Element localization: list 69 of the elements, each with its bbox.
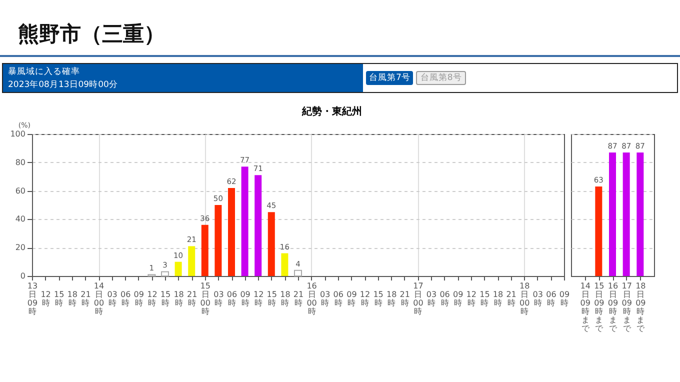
x-tick-label: 21時 [506,290,516,308]
x-tick-label: 18日09時まで [636,282,646,333]
x-tick-label: 21時 [80,290,91,308]
x-tick-label: 03時 [426,290,437,308]
x-tick-label: 21時 [187,290,198,308]
x-tick-label: 15日00時 [200,282,210,316]
y-tick-label: 100 [10,130,26,138]
x-tick-label: 09時 [134,290,144,308]
x-tick-label: 03時 [320,290,330,308]
text: 熊野市（三重） [18,21,165,48]
x-tick-label: 13日09時 [27,282,38,316]
x-tick-label: 21時 [293,290,304,308]
chart-title: 紀勢・東紀州 [300,106,362,118]
x-tick-label: 18時 [492,290,504,308]
x-tick-label: 09時 [453,290,464,308]
x-tick-label: 06時 [333,290,344,308]
x-tick-label: 16日00時 [306,282,317,316]
y-tick-label: 40 [15,214,26,224]
x-tick-label: 12時 [254,290,264,308]
x-tick-label: 18時 [280,290,290,308]
x-tick-label: 12時 [147,290,158,308]
bar [241,166,248,276]
x-tick-label: 14日09時まで [580,282,590,333]
x-tick-label: 17日09時まで [622,282,632,333]
x-tick-label: 15時 [373,290,384,308]
text: 2023年08月13日09時00分 [8,79,119,92]
bar [254,175,262,276]
x-tick-label: 12時 [360,290,370,308]
x-tick-label: 12時 [40,290,51,308]
x-tick-label: 06時 [226,290,238,308]
x-tick-label: 03時 [532,290,543,308]
bar [268,212,275,276]
y-tick-label: 80 [15,158,26,167]
x-tick-label: 09時 [240,290,250,308]
x-tick-label: 18日00時 [520,282,530,316]
text: 暴風域に入る確率 [8,66,81,79]
x-tick-label: 03時 [214,290,224,308]
x-tick-label: 09時 [559,290,570,308]
x-tick-label: 03時 [107,290,118,308]
x-tick-label: 15時 [160,290,171,308]
x-tick-label: 21時 [400,290,410,308]
bar [161,271,169,276]
x-tick-label: 15日09時まで [594,282,604,333]
x-tick-label: 06時 [120,290,131,308]
x-tick-label: 15時 [54,290,64,308]
x-tick-label: 18時 [67,290,78,308]
x-tick-label: 15時 [266,290,277,308]
y-tick-label: 20 [15,243,26,252]
y-tick-label: 0 [20,272,26,280]
x-tick-label: 15時 [480,290,490,308]
y-tick-label: 60 [15,186,26,196]
bar [281,253,288,276]
x-tick-label: 06時 [546,290,556,308]
x-tick-label: 12時 [466,290,476,308]
text: 台風第8号 [416,71,466,85]
x-tick-label: 18時 [386,290,397,308]
bar [188,246,196,276]
x-tick-label: 18時 [174,290,184,308]
bar [294,270,302,276]
x-tick-label: 14日00時 [94,282,104,316]
x-tick-label: 17日00時 [413,282,424,316]
text: 台風第7号 [366,71,414,85]
bar [174,262,182,276]
x-tick-label: 16日09時まで [608,282,618,333]
x-tick-label: 06時 [440,290,450,308]
x-tick-label: 09時 [346,290,357,308]
bar [201,224,208,276]
bar [228,188,235,276]
bar [214,205,222,276]
